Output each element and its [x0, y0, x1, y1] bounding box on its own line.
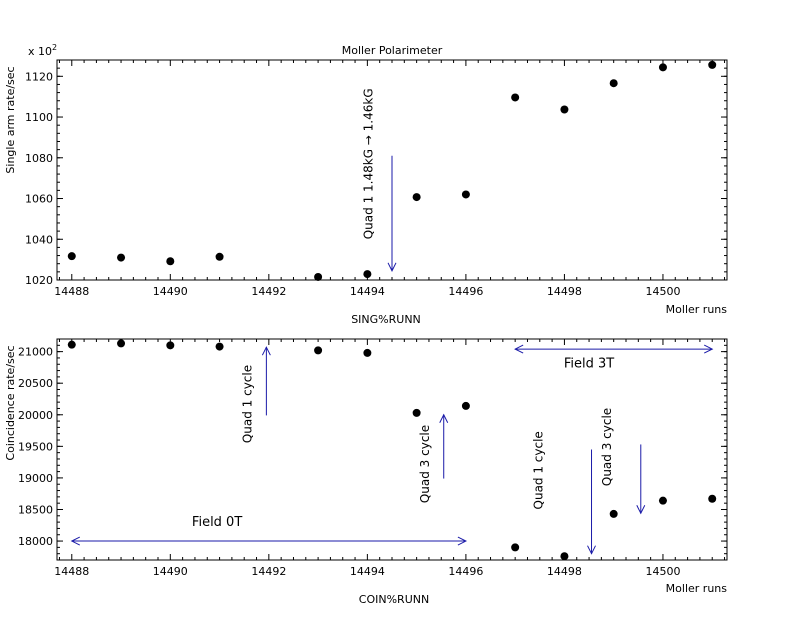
- x-tick-label: 14494: [350, 285, 385, 298]
- chart-title: Moller Polarimeter: [342, 44, 443, 57]
- annotation-arrow-head: [636, 505, 646, 515]
- bottom-panel: Coincidence rate/sec Moller runs COIN%RU…: [4, 338, 728, 606]
- data-point: [609, 79, 618, 88]
- data-point: [461, 190, 470, 199]
- data-point: [658, 63, 667, 72]
- x-tick-label: 14488: [54, 565, 89, 578]
- annotation-label: Quad 1 cycle: [241, 365, 255, 443]
- data-point: [215, 342, 224, 351]
- y-tick-label: 20500: [18, 377, 53, 390]
- data-point: [412, 193, 421, 202]
- data-point: [708, 60, 717, 69]
- annotation-arrow-head: [261, 346, 271, 356]
- data-point: [166, 341, 175, 350]
- data-point: [658, 496, 667, 505]
- annotation-arrow-head: [387, 262, 397, 272]
- data-point: [511, 543, 520, 552]
- data-point: [560, 105, 569, 114]
- y-tick-label: 1100: [25, 111, 53, 124]
- x-tick-label: 14498: [547, 285, 582, 298]
- data-point: [511, 93, 520, 102]
- data-point: [314, 272, 323, 281]
- data-point: [363, 348, 372, 357]
- y-tick-label: 1060: [25, 193, 53, 206]
- y-tick-label: 1020: [25, 274, 53, 287]
- annotation-arrow-head: [439, 413, 449, 423]
- annotation-label: Quad 1 1.48kG → 1.46kG: [361, 88, 375, 239]
- annotation-label: Field 0T: [192, 515, 242, 530]
- x-tick-label: 14498: [547, 565, 582, 578]
- data-point: [314, 346, 323, 355]
- y-axis-label: Coincidence rate/sec: [4, 345, 17, 460]
- x-tick-label: 14494: [350, 565, 385, 578]
- annotation-arrow-head: [70, 536, 81, 546]
- x-axis-label: Moller runs: [666, 303, 728, 316]
- data-point: [708, 494, 717, 503]
- annotation-label: Quad 3 cycle: [418, 425, 432, 503]
- top-panel: Moller Polarimeter x 102 Single arm rate…: [4, 43, 728, 326]
- x-tick-label: 14492: [251, 285, 286, 298]
- x-tick-label: 14496: [448, 565, 483, 578]
- y-tick-label: 1120: [25, 70, 53, 83]
- y-axis-label: Single arm rate/sec: [4, 66, 17, 173]
- y-tick-label: 21000: [18, 346, 53, 359]
- annotation-arrow-head: [514, 344, 524, 354]
- chart-subtitle: COIN%RUNN: [359, 593, 429, 606]
- annotation-label: Quad 3 cycle: [600, 408, 614, 486]
- y-tick-label: 20000: [18, 409, 53, 422]
- data-point: [117, 253, 126, 262]
- y-scale-exponent: 2: [52, 43, 57, 52]
- x-tick-label: 14490: [153, 285, 188, 298]
- y-tick-label: 19500: [18, 440, 53, 453]
- y-tick-label: 1080: [25, 152, 53, 165]
- annotation-arrow-head: [457, 536, 468, 546]
- y-tick-label: 18500: [18, 503, 53, 516]
- x-tick-label: 14490: [153, 565, 188, 578]
- x-axis-label: Moller runs: [666, 582, 728, 595]
- x-tick-label: 14492: [251, 565, 286, 578]
- y-tick-label: 19000: [18, 472, 53, 485]
- y-scale-base: x 10: [28, 45, 52, 58]
- data-point: [117, 339, 126, 348]
- x-tick-label: 14500: [645, 565, 680, 578]
- x-tick-label: 14488: [54, 285, 89, 298]
- chart-subtitle: SING%RUNN: [351, 313, 421, 326]
- plot-frame: [56, 338, 728, 561]
- data-point: [609, 509, 618, 518]
- data-point: [166, 257, 175, 266]
- annotation-label: Field 3T: [564, 356, 614, 371]
- x-tick-label: 14500: [645, 285, 680, 298]
- data-point: [412, 408, 421, 417]
- data-point: [215, 252, 224, 261]
- annotation-arrow-head: [703, 344, 714, 354]
- y-tick-label: 18000: [18, 535, 53, 548]
- data-point: [560, 552, 569, 561]
- data-point: [363, 270, 372, 279]
- x-tick-label: 14496: [448, 285, 483, 298]
- data-point: [461, 401, 470, 410]
- y-tick-label: 1040: [25, 233, 53, 246]
- annotation-arrow-head: [587, 545, 596, 555]
- data-point: [67, 340, 76, 349]
- y-scale-label: x 102: [28, 43, 57, 58]
- data-point: [67, 252, 76, 261]
- annotation-label: Quad 1 cycle: [531, 431, 545, 509]
